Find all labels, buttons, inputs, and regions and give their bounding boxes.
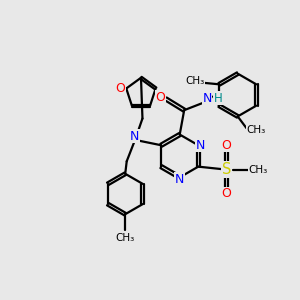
Text: S: S [222,162,231,177]
Text: CH₃: CH₃ [247,125,266,135]
Text: H: H [214,92,222,105]
Text: CH₃: CH₃ [185,76,204,86]
Text: CH₃: CH₃ [116,233,135,243]
Text: O: O [222,139,231,152]
Text: N: N [175,173,184,186]
Text: CH₃: CH₃ [249,165,268,175]
Text: N: N [130,130,139,143]
Text: O: O [116,82,125,95]
Text: N: N [196,139,205,152]
Text: O: O [222,188,231,200]
Text: O: O [155,91,165,104]
Text: N: N [202,92,212,105]
